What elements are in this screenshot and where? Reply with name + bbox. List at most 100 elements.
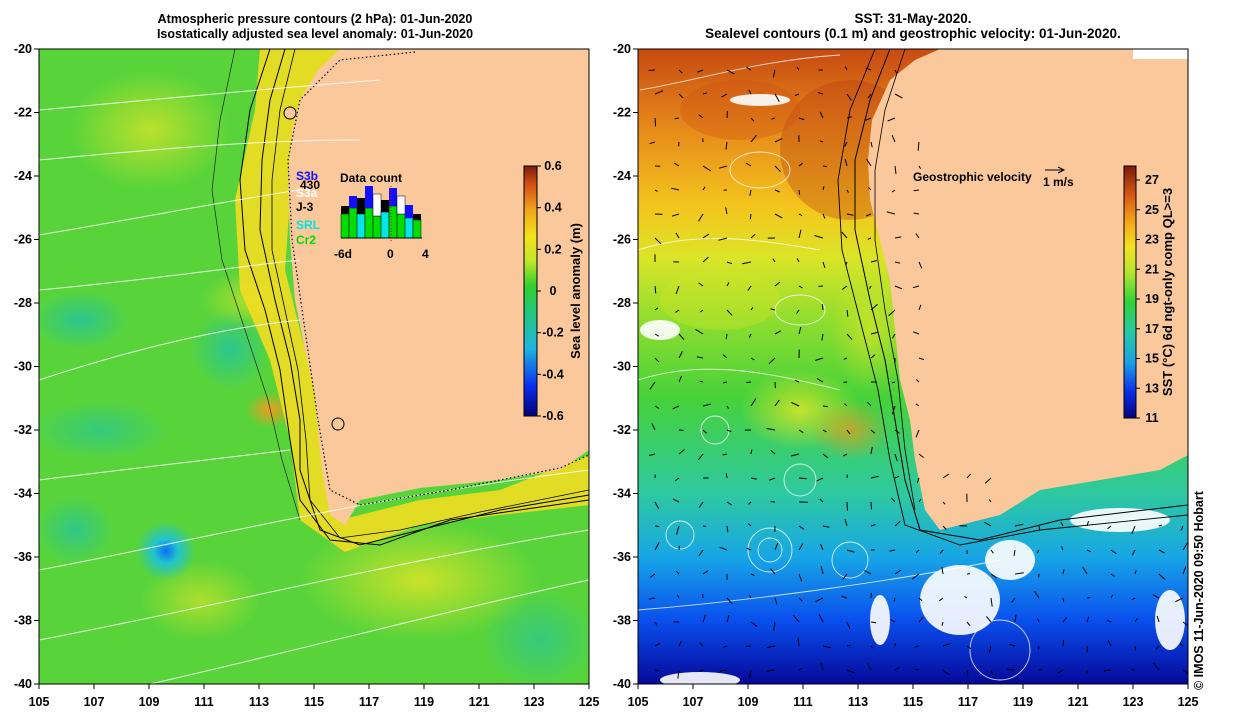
velocity-arrow [695,328,704,335]
right-ytick-label: -24 [613,169,631,183]
velocity-arrow [768,477,776,481]
velocity-arrow [774,281,781,287]
velocity-arrow [844,141,848,147]
velocity-arrow [746,66,752,71]
velocity-arrow [916,477,920,484]
velocity-arrow [654,501,660,510]
velocity-arrow [846,501,848,511]
velocity-arrow [887,117,896,122]
velocity-arrow [722,354,728,359]
velocity-arrow [917,141,920,151]
velocity-arrow [894,453,898,462]
colorbar-tick-label: 19 [1145,292,1159,306]
velocity-arrow [844,518,848,527]
velocity-arrow [918,616,924,623]
velocity-arrow [702,256,709,263]
velocity-arrow [749,669,752,679]
velocity-arrow [798,326,802,335]
left-ytick-label: -30 [14,360,32,374]
velocity-arrow [845,261,848,266]
velocity-arrow [865,213,872,217]
colorbar-tick-label: 25 [1145,203,1159,217]
right-ytick-label: -40 [613,677,631,691]
velocity-arrow [870,354,876,359]
velocity-arrow [1155,645,1160,650]
velocity-arrow [677,669,680,679]
velocity-arrow [842,453,848,457]
velocity-arrow [768,357,776,365]
colorbar-tick-label: 0.2 [544,242,561,256]
velocity-arrow [1086,549,1091,553]
velocity-arrow [651,423,656,431]
velocity-arrow [698,453,704,461]
velocity-arrow [986,616,992,623]
velocity-arrow [1158,549,1166,554]
velocity-arrow [792,614,800,623]
colorbar-tick-label: -0.2 [542,326,564,340]
right-ytick-label: -34 [613,487,631,501]
right-xtick-label: 119 [1013,695,1033,709]
colorbar-tick-label: 0.4 [544,201,561,215]
velocity-arrow [846,429,851,435]
velocity-arrow [938,597,944,602]
credit-label: © IMOS 11-Jun-2020 09:50 Hobart [1192,491,1206,690]
velocity-arrow [822,453,829,459]
velocity-arrow [798,667,803,671]
satellite-label-srl: SRL [296,218,320,232]
sst-colorbar-gradient [1123,165,1137,419]
velocity-arrow [869,285,872,290]
velocity-arrow [766,645,776,649]
velocity-arrow [702,614,706,623]
left-xtick-label: 107 [84,695,105,709]
left-title-line2: Isostatically adjusted sea level anomaly… [156,27,474,41]
velocity-arrow [654,643,661,647]
velocity-arrow [1014,614,1017,623]
velocity-arrow [918,453,924,458]
left-ytick-label: -20 [14,42,32,56]
velocity-arrow [719,669,728,672]
velocity-arrow [649,573,656,578]
velocity-arrow [891,405,896,415]
left-ytick-label: -22 [14,106,32,120]
velocity-arrow [725,141,728,150]
velocity-arrow [798,477,807,480]
sla-colorbar-label: Sea level anomaly (m) [568,223,583,359]
velocity-arrow [798,117,805,121]
velocity-arrow [942,525,947,530]
velocity-arrow [675,285,680,295]
velocity-arrow [1062,640,1065,647]
velocity-arrow [818,92,824,95]
velocity-arrow [654,285,657,294]
velocity-arrow [726,405,729,409]
velocity-arrow [1158,573,1166,580]
right-ytick-label: -22 [613,106,631,120]
velocity-arrow [766,428,776,431]
velocity-arrow [697,69,704,73]
velocity-arrow [698,213,704,222]
velocity-arrow [864,570,872,575]
velocity-arrow [870,331,878,335]
satellite-label-s3a: S3a [296,186,318,200]
velocity-arrow [822,525,830,528]
velocity-arrow [750,621,758,627]
velocity-arrow [721,93,728,98]
colorbar-tick-label: 15 [1145,352,1159,366]
velocity-arrow [796,258,800,263]
right-xtick-label: 117 [958,695,978,709]
velocity-arrow [750,449,753,455]
velocity-arrow [819,498,824,503]
velocity-arrow [867,93,872,99]
velocity-arrow [1182,621,1188,627]
velocity-arrow [1038,668,1043,671]
velocity-arrow [798,525,805,530]
velocity-arrow [1060,521,1064,527]
velocity-arrow [842,573,848,580]
velocity-arrow [673,162,680,167]
velocity-arrow [846,549,855,553]
velocity-arrow [867,663,872,671]
velocity-arrow [771,117,776,120]
velocity-arrow [750,234,756,239]
velocity-arrow [745,162,752,167]
velocity-arrows [648,66,1188,679]
velocity-arrow [796,309,800,314]
